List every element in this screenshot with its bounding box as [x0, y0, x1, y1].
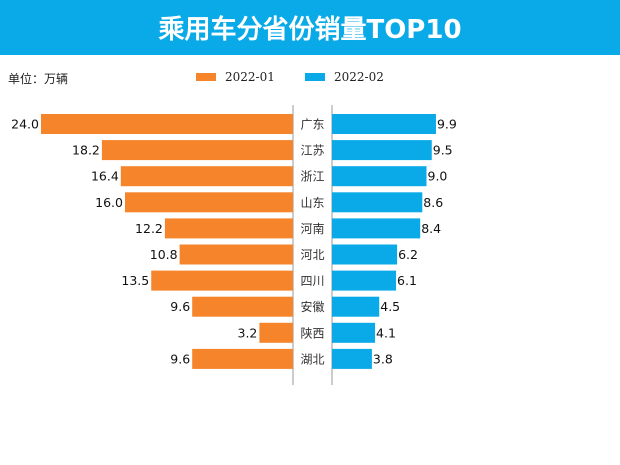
bar-2022-02 — [332, 322, 376, 343]
data-label-2022-02: 3.8 — [373, 351, 393, 366]
bar-2022-01 — [41, 114, 293, 134]
bar-2022-02 — [332, 166, 427, 187]
category-label: 湖北 — [300, 351, 324, 366]
data-label-2022-01: 16.0 — [95, 195, 123, 210]
bar-2022-02 — [332, 296, 380, 317]
unit-label: 单位：万辆 — [8, 72, 69, 86]
bar-2022-01 — [192, 296, 293, 317]
legend-label-series1: 2022-01 — [225, 70, 275, 84]
bar-2022-01 — [101, 140, 294, 161]
bar-2022-01 — [164, 218, 293, 239]
category-label: 安徽 — [300, 299, 324, 314]
bar-2022-02 — [332, 192, 423, 213]
data-label-2022-01: 3.2 — [238, 325, 258, 340]
legend-label-series2: 2022-02 — [334, 70, 384, 84]
data-label-2022-01: 10.8 — [150, 247, 178, 262]
bar-2022-01 — [125, 192, 293, 213]
data-label-2022-01: 18.2 — [72, 143, 100, 158]
legend-swatch-series1 — [196, 73, 216, 81]
bar-2022-01 — [259, 322, 293, 343]
category-label: 浙江 — [300, 170, 324, 184]
data-label-2022-02: 4.5 — [380, 299, 400, 314]
bar-2022-02 — [332, 140, 432, 161]
bar-2022-01 — [192, 348, 293, 369]
data-label-2022-02: 4.1 — [376, 325, 396, 340]
legend-item-series2: 2022-02 — [305, 70, 384, 84]
bar-2022-02 — [332, 270, 397, 291]
category-label: 河南 — [300, 221, 324, 236]
data-label-2022-02: 6.2 — [398, 247, 418, 262]
title-banner: 乘用车分省份销量TOP10 — [0, 0, 620, 55]
data-label-2022-01: 16.4 — [91, 169, 119, 184]
data-label-2022-02: 6.1 — [397, 273, 417, 288]
data-label-2022-02: 8.6 — [423, 195, 443, 210]
category-label: 山东 — [300, 196, 324, 210]
data-label-2022-02: 9.9 — [437, 117, 457, 132]
bar-2022-02 — [332, 348, 372, 369]
data-label-2022-01: 12.2 — [135, 221, 163, 236]
data-label-2022-01: 13.5 — [121, 273, 149, 288]
bar-2022-02 — [332, 114, 436, 134]
bar-2022-01 — [179, 244, 293, 265]
bar-2022-01 — [120, 166, 293, 187]
category-label: 陕西 — [300, 325, 324, 340]
bar-2022-01 — [151, 270, 293, 291]
data-label-2022-01: 9.6 — [170, 299, 190, 314]
bar-2022-02 — [332, 218, 421, 239]
legend-item-series1: 2022-01 — [196, 70, 275, 84]
category-label: 河北 — [300, 248, 324, 262]
category-label: 广东 — [300, 118, 324, 132]
data-label-2022-01: 24.0 — [11, 117, 39, 132]
bar-2022-02 — [332, 244, 398, 265]
page-title: 乘用车分省份销量TOP10 — [158, 15, 462, 45]
data-label-2022-02: 9.0 — [428, 169, 448, 184]
category-label: 江苏 — [300, 144, 324, 158]
data-label-2022-02: 9.5 — [433, 143, 453, 158]
legend-swatch-series2 — [305, 73, 325, 81]
data-label-2022-02: 8.4 — [421, 221, 441, 236]
data-label-2022-01: 9.6 — [170, 351, 190, 366]
category-label: 四川 — [300, 274, 324, 288]
